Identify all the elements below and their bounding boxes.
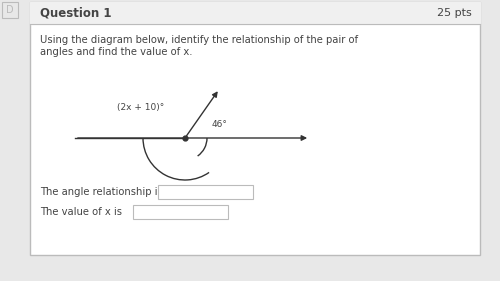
Text: The angle relationship is: The angle relationship is bbox=[40, 187, 163, 197]
Text: Question 1: Question 1 bbox=[40, 6, 112, 19]
Text: D: D bbox=[6, 5, 14, 15]
Text: (2x + 10)°: (2x + 10)° bbox=[117, 103, 164, 112]
Text: 25 pts: 25 pts bbox=[437, 8, 472, 18]
Text: angles and find the value of x.: angles and find the value of x. bbox=[40, 47, 192, 57]
Bar bbox=[2, 2, 18, 18]
Bar bbox=[158, 185, 253, 199]
Bar bbox=[133, 205, 228, 219]
Text: 46°: 46° bbox=[212, 120, 228, 129]
Text: Using the diagram below, identify the relationship of the pair of: Using the diagram below, identify the re… bbox=[40, 35, 358, 45]
Bar bbox=[30, 2, 480, 24]
Text: The value of x is: The value of x is bbox=[40, 207, 122, 217]
